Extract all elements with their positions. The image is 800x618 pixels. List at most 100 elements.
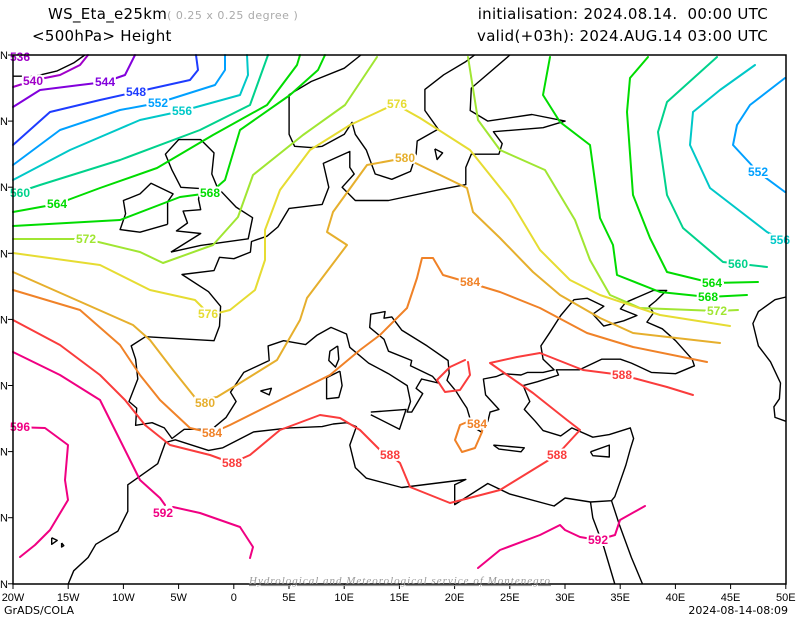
contour-line-556 <box>12 54 249 181</box>
contour-line-536 <box>12 55 29 61</box>
coastline <box>260 387 273 396</box>
lat-tick-label: 30N <box>0 513 8 525</box>
coastline <box>434 148 444 161</box>
initialisation-time: initialisation: 2024.08.14. 00:00 UTC <box>477 5 768 23</box>
contour-line-564 <box>12 54 301 213</box>
lon-tick-label: 15E <box>390 592 410 604</box>
coastline <box>328 345 340 368</box>
contour-label-564: 564 <box>702 276 722 290</box>
lat-tick-label: 25N <box>0 579 8 591</box>
contour-label-584: 584 <box>202 426 222 440</box>
lon-tick-label: 10E <box>334 592 354 604</box>
contour-line-552 <box>732 77 786 193</box>
contour-line-560 <box>657 56 768 268</box>
lat-tick-label: 60N <box>0 116 8 128</box>
coastline <box>164 138 254 253</box>
contour-line-572 <box>467 56 739 312</box>
contour-line-564 <box>626 56 759 284</box>
coastline <box>119 182 174 233</box>
coastline <box>610 500 644 585</box>
contour-label-572: 572 <box>76 232 96 246</box>
coastline <box>67 54 696 585</box>
contour-label-576: 576 <box>198 307 218 321</box>
field-title: <500hPa> Height <box>32 27 172 45</box>
render-timestamp: 2024-08-14-08:09 <box>688 604 788 617</box>
lat-tick-label: 40N <box>0 381 8 393</box>
contour-line-540 <box>12 54 89 88</box>
contour-label-548: 548 <box>126 85 146 99</box>
lon-tick-label: 30E <box>555 592 575 604</box>
contour-line-588 <box>436 359 471 393</box>
model-title: WS_Eta_e25km( 0.25 x 0.25 degree ) <box>48 5 298 23</box>
axis-ticks: 20W 15W 10W 5W 0 5E 10E 15E 20E 25E 30E 35E 40E 45E 50… <box>0 50 796 604</box>
software-credit: GrADS/COLA <box>4 604 74 617</box>
contour-label-588: 588 <box>222 456 242 470</box>
contour-line-580 <box>12 157 721 401</box>
contour-label-592: 592 <box>153 506 173 520</box>
contour-line-596 <box>12 426 69 558</box>
contour-line-544 <box>12 54 136 108</box>
height-contours <box>12 54 787 569</box>
contour-label-560: 560 <box>10 186 30 200</box>
lat-tick-label: 45N <box>0 314 8 326</box>
contour-line-584 <box>12 257 708 434</box>
contour-line-556 <box>689 64 787 243</box>
contour-label-556: 556 <box>770 233 790 247</box>
contour-label-576: 576 <box>387 97 407 111</box>
contour-label-580: 580 <box>195 396 215 410</box>
contour-line-584 <box>454 419 484 453</box>
lon-tick-label: 20W <box>2 592 25 604</box>
contour-line-560 <box>12 54 269 195</box>
contour-label-572: 572 <box>707 304 727 318</box>
coastline <box>370 408 407 430</box>
contour-label-592: 592 <box>588 533 608 547</box>
contour-label-552: 552 <box>748 165 768 179</box>
contour-label-540: 540 <box>23 74 43 88</box>
lon-tick-label: 5W <box>170 592 187 604</box>
contour-label-584: 584 <box>467 417 487 431</box>
coastline <box>288 54 476 181</box>
contour-line-572 <box>12 56 378 264</box>
lat-tick-label: 55N <box>0 182 8 194</box>
contour-line-568 <box>542 56 748 298</box>
contour-line-568 <box>12 54 326 227</box>
lon-tick-label: 25E <box>500 592 520 604</box>
valid-time: valid(+03h): 2024.AUG.14 03:00 UTC <box>477 27 768 45</box>
lat-tick-label: 50N <box>0 248 8 260</box>
lon-tick-label: 0 <box>231 592 237 604</box>
coastline <box>492 444 525 453</box>
coastline <box>752 296 787 422</box>
coastline <box>51 537 58 545</box>
contour-label-580: 580 <box>395 151 415 165</box>
contour-label-564: 564 <box>47 197 67 211</box>
model-resolution: ( 0.25 x 0.25 degree ) <box>167 9 299 22</box>
contour-label-552: 552 <box>148 96 168 110</box>
contour-label-568: 568 <box>200 186 220 200</box>
contour-line-588 <box>12 319 694 504</box>
coastline <box>589 501 616 585</box>
lon-tick-label: 10W <box>112 592 135 604</box>
contour-line-552 <box>12 54 226 166</box>
lon-tick-label: 20E <box>445 592 465 604</box>
lon-tick-label: 15W <box>57 592 80 604</box>
contour-label-584: 584 <box>460 275 480 289</box>
coastlines <box>13 54 787 585</box>
lon-tick-label: 35E <box>610 592 630 604</box>
contour-line-592 <box>477 505 646 569</box>
lon-tick-label: 45E <box>721 592 741 604</box>
contour-line-592 <box>12 351 166 506</box>
contour-label-536: 536 <box>10 50 30 64</box>
lon-tick-label: 50E <box>776 592 796 604</box>
contour-label-544: 544 <box>95 75 115 89</box>
contour-label-568: 568 <box>698 290 718 304</box>
watermark: Hydrological and Meteorological service … <box>248 575 551 587</box>
coastline <box>13 54 86 77</box>
contour-label-596: 596 <box>10 420 30 434</box>
lat-tick-label: 65N <box>0 50 8 62</box>
lon-tick-label: 5E <box>282 592 295 604</box>
contour-label-560: 560 <box>728 257 748 271</box>
contour-line-576 <box>12 103 731 327</box>
contour-line-592 <box>172 506 254 559</box>
